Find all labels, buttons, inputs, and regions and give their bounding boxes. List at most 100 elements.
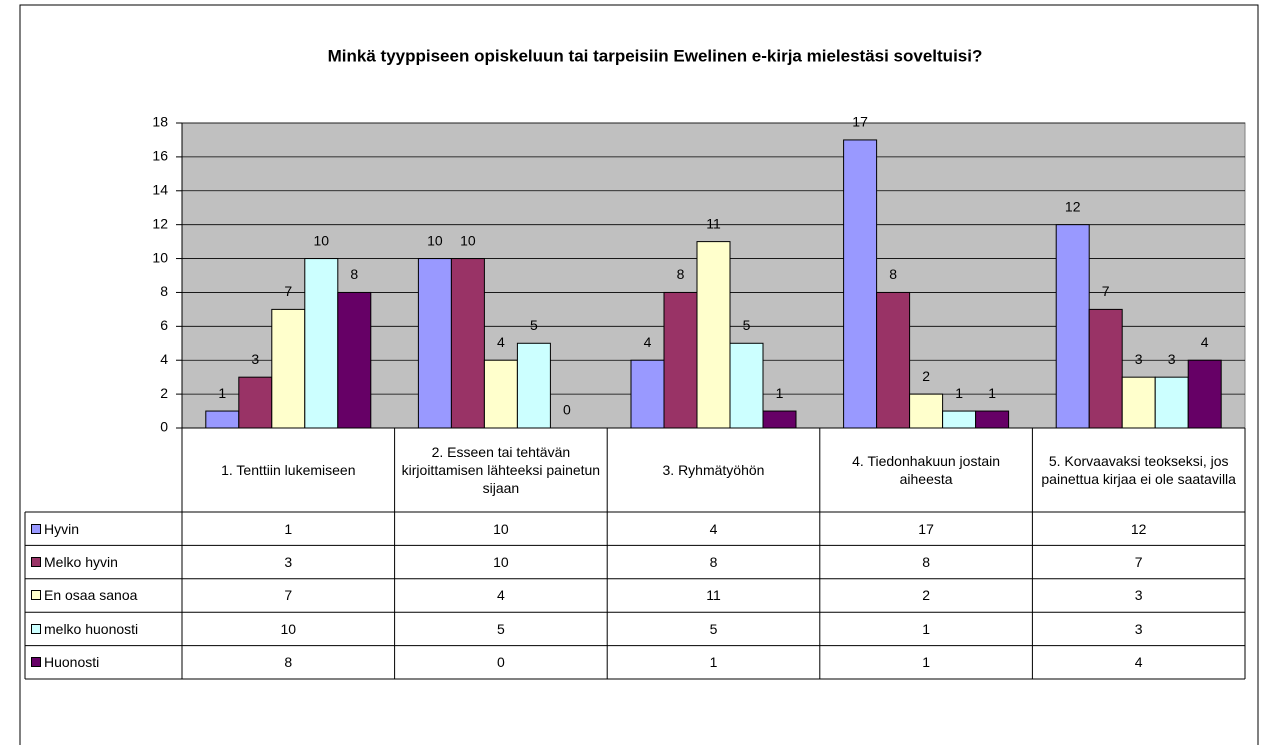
bar: [271, 308, 306, 429]
table-value: 4: [1134, 654, 1143, 671]
data-label: 1: [218, 385, 226, 401]
bar: [630, 359, 665, 429]
legend-key: [31, 557, 41, 568]
table-value: 4: [709, 520, 718, 537]
y-tick-label: 16: [152, 148, 168, 164]
bar: [843, 139, 878, 429]
data-label: 7: [284, 283, 292, 299]
table-value: 10: [280, 620, 297, 637]
table-value: 5: [496, 620, 505, 637]
bar: [909, 393, 944, 429]
bar: [450, 258, 485, 429]
bar: [417, 258, 452, 429]
y-tick-label: 8: [160, 283, 168, 299]
bar: [516, 342, 551, 429]
table-value: 1: [922, 654, 930, 671]
table-value: 10: [493, 554, 509, 571]
legend-key: [31, 623, 41, 634]
data-label: 1: [955, 385, 963, 401]
data-label: 5: [530, 317, 538, 333]
legend-text: Huonosti: [44, 654, 100, 671]
table-value: 8: [922, 554, 930, 571]
data-label: 10: [427, 232, 443, 248]
legend-key: [31, 657, 41, 668]
legend-entry: En osaa sanoa: [25, 579, 182, 612]
bar: [876, 291, 911, 429]
table-value: 0: [496, 654, 505, 671]
data-label: 3: [251, 351, 259, 367]
table-value: 1: [284, 520, 293, 537]
bar: [238, 376, 273, 429]
bar: [1121, 376, 1156, 429]
table-value: 8: [709, 554, 718, 571]
bar: [337, 291, 372, 429]
data-label: 1: [776, 385, 784, 401]
y-tick-label: 18: [152, 114, 168, 130]
bar: [1154, 376, 1189, 429]
data-label: 2: [922, 368, 930, 384]
table-value: 3: [284, 554, 293, 571]
bar: [729, 342, 764, 429]
table-value: 7: [284, 587, 293, 604]
category-label: 3. Ryhmätyöhön: [662, 462, 765, 478]
table-value: 12: [1130, 520, 1147, 537]
legend-entry: Hyvin: [25, 512, 182, 545]
chart-title: Minkä tyyppiseen opiskeluun tai tarpeisi…: [328, 46, 983, 65]
legend-key: [31, 523, 41, 534]
table-value: 3: [1134, 620, 1143, 637]
y-tick-label: 6: [160, 317, 168, 333]
data-label: 0: [563, 402, 571, 418]
category-label: 2. Esseen tai tehtävän kirjoittamisen lä…: [401, 444, 601, 496]
legend-text: Hyvin: [44, 520, 80, 537]
y-tick-label: 2: [160, 385, 168, 401]
table-value: 5: [709, 620, 718, 637]
table-value: 10: [493, 520, 509, 537]
data-label: 8: [350, 266, 358, 282]
data-label: 3: [1135, 351, 1143, 367]
data-label: 1: [988, 385, 996, 401]
data-label: 12: [1065, 198, 1081, 214]
data-label: 11: [706, 215, 721, 231]
data-label: 4: [1201, 334, 1209, 350]
data-label: 8: [677, 266, 685, 282]
table-value: 1: [922, 620, 930, 637]
y-tick-label: 10: [152, 249, 168, 265]
y-tick-label: 0: [160, 419, 168, 435]
y-tick-label: 12: [152, 215, 168, 231]
data-label: 7: [1102, 283, 1110, 299]
data-label: 3: [1168, 351, 1176, 367]
category-label: 4. Tiedonhakuun jostain aiheesta: [852, 453, 1001, 487]
bar: [1055, 224, 1090, 429]
table-value: 3: [1134, 587, 1143, 604]
data-label: 8: [889, 266, 897, 282]
table-value: 2: [922, 587, 930, 604]
y-tick-label: 14: [152, 181, 168, 197]
legend-text: En osaa sanoa: [44, 587, 138, 604]
category-label: 1. Tenttiin lukemiseen: [221, 462, 356, 478]
bar: [1187, 359, 1222, 429]
category-label: 5. Korvaavaksi teokseksi, jos painettua …: [1041, 453, 1236, 487]
table-value: 17: [918, 520, 934, 537]
y-tick-label: 4: [160, 351, 168, 367]
legend-entry: Huonosti: [25, 646, 182, 679]
bar: [696, 241, 731, 429]
table-value: 11: [706, 587, 721, 604]
legend-text: melko huonosti: [44, 620, 139, 637]
table-value: 4: [496, 587, 505, 604]
bar: [975, 410, 1010, 429]
legend-entry: Melko hyvin: [25, 545, 182, 578]
bar: [762, 410, 797, 429]
bar: [1088, 308, 1123, 429]
data-label: 10: [314, 232, 330, 248]
data-label: 4: [497, 334, 505, 350]
legend-entry: melko huonosti: [25, 612, 182, 645]
bar: [304, 258, 339, 429]
table-value: 7: [1134, 554, 1143, 571]
bar: [663, 291, 698, 429]
data-label: 17: [852, 114, 868, 130]
legend-text: Melko hyvin: [44, 554, 118, 571]
bar: [483, 359, 518, 429]
legend-key: [31, 590, 41, 601]
